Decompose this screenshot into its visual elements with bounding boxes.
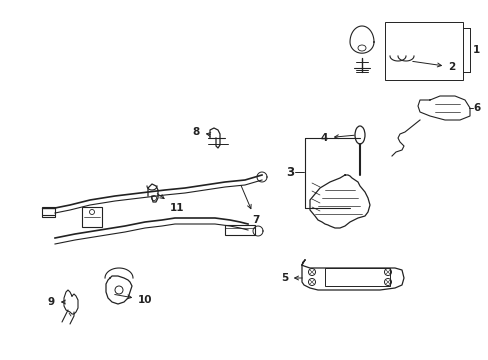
Bar	[82, 207, 102, 227]
Text: 5: 5	[280, 273, 302, 283]
Bar	[384, 22, 462, 80]
Bar	[42, 207, 55, 217]
Text: 11: 11	[157, 194, 184, 213]
Text: 7: 7	[241, 185, 259, 225]
Text: 6: 6	[472, 103, 479, 113]
Text: 4: 4	[320, 133, 353, 143]
Bar	[224, 225, 254, 235]
Text: 9: 9	[48, 297, 65, 307]
Text: 2: 2	[412, 62, 454, 72]
Text: 10: 10	[115, 294, 152, 305]
Text: 1: 1	[472, 45, 479, 55]
Bar	[325, 268, 389, 286]
Text: 3: 3	[285, 166, 293, 179]
Text: 8: 8	[192, 127, 210, 137]
